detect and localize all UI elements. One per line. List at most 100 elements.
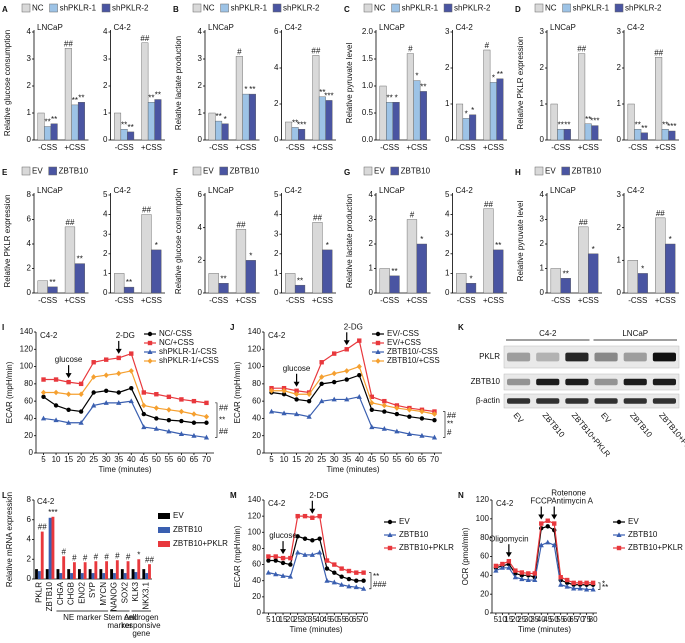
y-tick-label: 4 xyxy=(198,223,203,232)
legend-label: ZBTB10/-CSS xyxy=(387,347,438,356)
significance-mark: ** xyxy=(49,278,55,287)
data-point xyxy=(191,420,197,425)
significance-mark: * xyxy=(669,235,672,244)
x-tick-label: +CSS xyxy=(483,296,504,305)
data-point xyxy=(280,573,286,578)
legend-swatch xyxy=(390,166,399,176)
legend-marker xyxy=(147,358,153,364)
significance-mark: ** xyxy=(635,120,641,129)
legend-marker xyxy=(375,340,381,346)
legend-label: EV xyxy=(545,167,556,176)
significance-mark: ** xyxy=(495,241,501,250)
subplot-title: LNCaP xyxy=(550,23,576,32)
x-tick-label: -CSS xyxy=(457,296,476,305)
bar xyxy=(557,128,565,141)
data-point xyxy=(506,565,512,570)
panel-letter: A xyxy=(2,5,8,14)
bar xyxy=(588,253,599,294)
significance-mark: * xyxy=(420,235,423,244)
legend-label: ZBTB10 xyxy=(59,167,89,176)
x-tick-label: -CSS xyxy=(115,296,134,305)
data-point xyxy=(431,434,438,440)
data-point xyxy=(41,377,46,382)
data-point xyxy=(265,569,271,575)
data-point xyxy=(344,396,350,402)
x-tick-label: 10 xyxy=(271,615,280,624)
bar xyxy=(145,573,149,579)
bar xyxy=(51,516,55,579)
y-axis-label: OCR (pmol/min) xyxy=(461,527,470,585)
data-point xyxy=(294,388,299,393)
bar xyxy=(386,101,394,141)
legend-label: shPKLR-1 xyxy=(60,4,97,13)
band xyxy=(565,378,589,386)
data-point xyxy=(499,565,505,570)
data-point xyxy=(331,379,337,385)
bar xyxy=(416,243,427,294)
data-point xyxy=(153,426,159,431)
injection-label: 2-DG xyxy=(116,331,135,340)
bar xyxy=(578,53,586,141)
bar xyxy=(221,123,229,141)
significance-mark: ## xyxy=(654,48,663,57)
row-label: β-actin xyxy=(476,396,500,405)
arrow-head xyxy=(551,514,558,520)
significance-mark: ** xyxy=(563,269,569,278)
data-point xyxy=(141,390,147,395)
y-tick-label: 3 xyxy=(445,229,450,238)
data-point xyxy=(295,534,300,539)
data-point xyxy=(204,420,209,425)
significance-mark: * xyxy=(465,110,468,119)
bar xyxy=(44,126,52,141)
data-point xyxy=(346,583,352,589)
subplot-title: C4-2 xyxy=(456,23,474,32)
x-tick-label: +CSS xyxy=(578,143,599,152)
y-tick-label: 1 xyxy=(103,108,108,117)
lane-label: EV xyxy=(599,411,613,425)
data-point xyxy=(406,406,413,413)
x-tick-label: 25 xyxy=(517,615,526,624)
data-point xyxy=(357,373,362,378)
x-tick-label: 60 xyxy=(563,615,572,624)
data-point xyxy=(53,403,59,408)
y-tick-label: 2 xyxy=(27,81,32,90)
y-tick-label: 3 xyxy=(198,54,203,63)
bar xyxy=(127,131,135,141)
lane-label: EV xyxy=(511,411,525,425)
data-point xyxy=(154,392,159,397)
y-tick-label: 0 xyxy=(274,288,279,297)
data-point xyxy=(331,579,337,585)
data-point xyxy=(319,374,325,380)
y-tick-label: 0 xyxy=(540,135,545,144)
bar xyxy=(563,128,571,141)
legend-marker xyxy=(147,349,153,354)
data-point xyxy=(53,389,59,396)
y-tick-label: 0 xyxy=(29,448,34,457)
data-point xyxy=(91,360,96,365)
significance-mark: ## xyxy=(579,218,588,227)
bar xyxy=(550,268,561,294)
bar xyxy=(640,132,648,141)
data-point xyxy=(302,536,308,541)
bar xyxy=(318,96,326,141)
significance-mark: ## xyxy=(64,39,73,48)
significance-mark: # xyxy=(83,553,88,562)
x-tick-label: NKX3.1 xyxy=(142,581,151,609)
x-tick-label: 70 xyxy=(576,615,585,624)
y-tick-label: 100 xyxy=(248,362,262,371)
panel-letter: B xyxy=(173,5,179,14)
x-tick-label: 30 xyxy=(330,455,339,464)
bar xyxy=(62,556,66,579)
bar xyxy=(147,101,155,141)
data-point xyxy=(178,408,185,415)
data-point xyxy=(339,566,344,571)
significance-mark: ** xyxy=(387,93,393,102)
y-tick-label: 100 xyxy=(248,527,262,536)
y-tick-label: 6 xyxy=(27,515,32,524)
significance-bracket xyxy=(215,402,218,438)
x-tick-label: -CSS xyxy=(457,143,476,152)
x-tick-label: 25 xyxy=(293,615,302,624)
data-point xyxy=(419,416,425,421)
bar xyxy=(114,112,122,141)
data-point xyxy=(564,577,570,583)
